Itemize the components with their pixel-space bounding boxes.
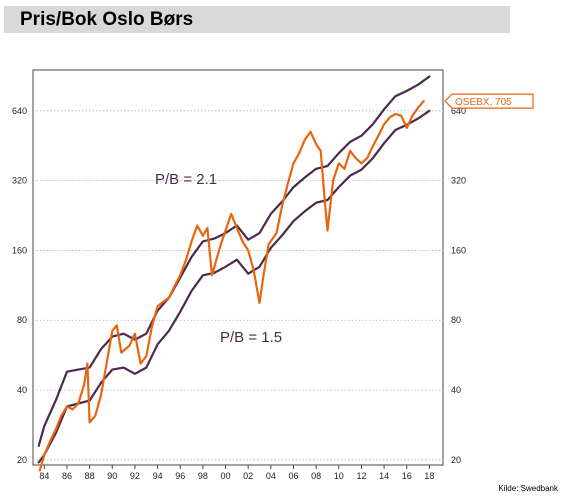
- series-pb-2-1: [37, 75, 431, 447]
- series-pb-1-5: [37, 109, 431, 464]
- grid: [33, 110, 443, 461]
- label-group: P/B = 2.1 P/B = 1.5 OSEBX, 705: [155, 93, 534, 346]
- y-tick-label-left: 320: [12, 176, 27, 186]
- plot-frame: [32, 69, 444, 466]
- y-tick-label-right: 40: [451, 385, 461, 395]
- series-osebx: [38, 100, 425, 472]
- y-tick-label-left: 40: [17, 385, 27, 395]
- x-tick-label: 90: [107, 471, 117, 481]
- x-tick-label: 98: [198, 471, 208, 481]
- x-tick-label: 88: [85, 471, 95, 481]
- x-tick-label: 16: [402, 471, 412, 481]
- y-tick-label-right: 640: [451, 106, 466, 116]
- x-tick-label: 10: [334, 471, 344, 481]
- title-bar: Pris/Bok Oslo Børs: [4, 6, 510, 33]
- x-tick-label: 08: [311, 471, 321, 481]
- annotation-pb-2-1: P/B = 2.1: [155, 171, 217, 188]
- x-tick-label: 06: [288, 471, 298, 481]
- x-tick-label: 84: [39, 471, 49, 481]
- osebx-callout-box: [444, 93, 534, 109]
- series-group: [37, 75, 431, 472]
- x-tick-label: 18: [424, 471, 434, 481]
- y-tick-label-left: 160: [12, 245, 27, 255]
- y-tick-label-right: 320: [451, 176, 466, 186]
- y-tick-label-left: 640: [12, 106, 27, 116]
- y-tick-label-right: 160: [451, 245, 466, 255]
- x-tick-label: 86: [62, 471, 72, 481]
- chart-title: Pris/Bok Oslo Børs: [20, 9, 194, 30]
- x-tick-label: 92: [130, 471, 140, 481]
- x-tick-label: 96: [175, 471, 185, 481]
- x-tick-label: 00: [221, 471, 231, 481]
- x-tick-label: 12: [356, 471, 366, 481]
- tick-group: 20 20 40 40 80 80 160 160 320 320 640 640 84 86 88 90 92…: [12, 106, 466, 481]
- x-tick-label: 04: [266, 471, 276, 481]
- annotation-pb-1-5: P/B = 1.5: [220, 329, 282, 346]
- x-tick-label: 94: [153, 471, 163, 481]
- x-tick-label: 02: [243, 471, 253, 481]
- y-tick-label-right: 20: [451, 455, 461, 465]
- y-tick-label-right: 80: [451, 315, 461, 325]
- y-tick-label-left: 80: [17, 315, 27, 325]
- x-tick-label: 14: [379, 471, 389, 481]
- source-note: Kilde: Swedbank: [498, 484, 558, 493]
- osebx-callout-label: OSEBX, 705: [455, 97, 512, 108]
- y-tick-label-left: 20: [17, 455, 27, 465]
